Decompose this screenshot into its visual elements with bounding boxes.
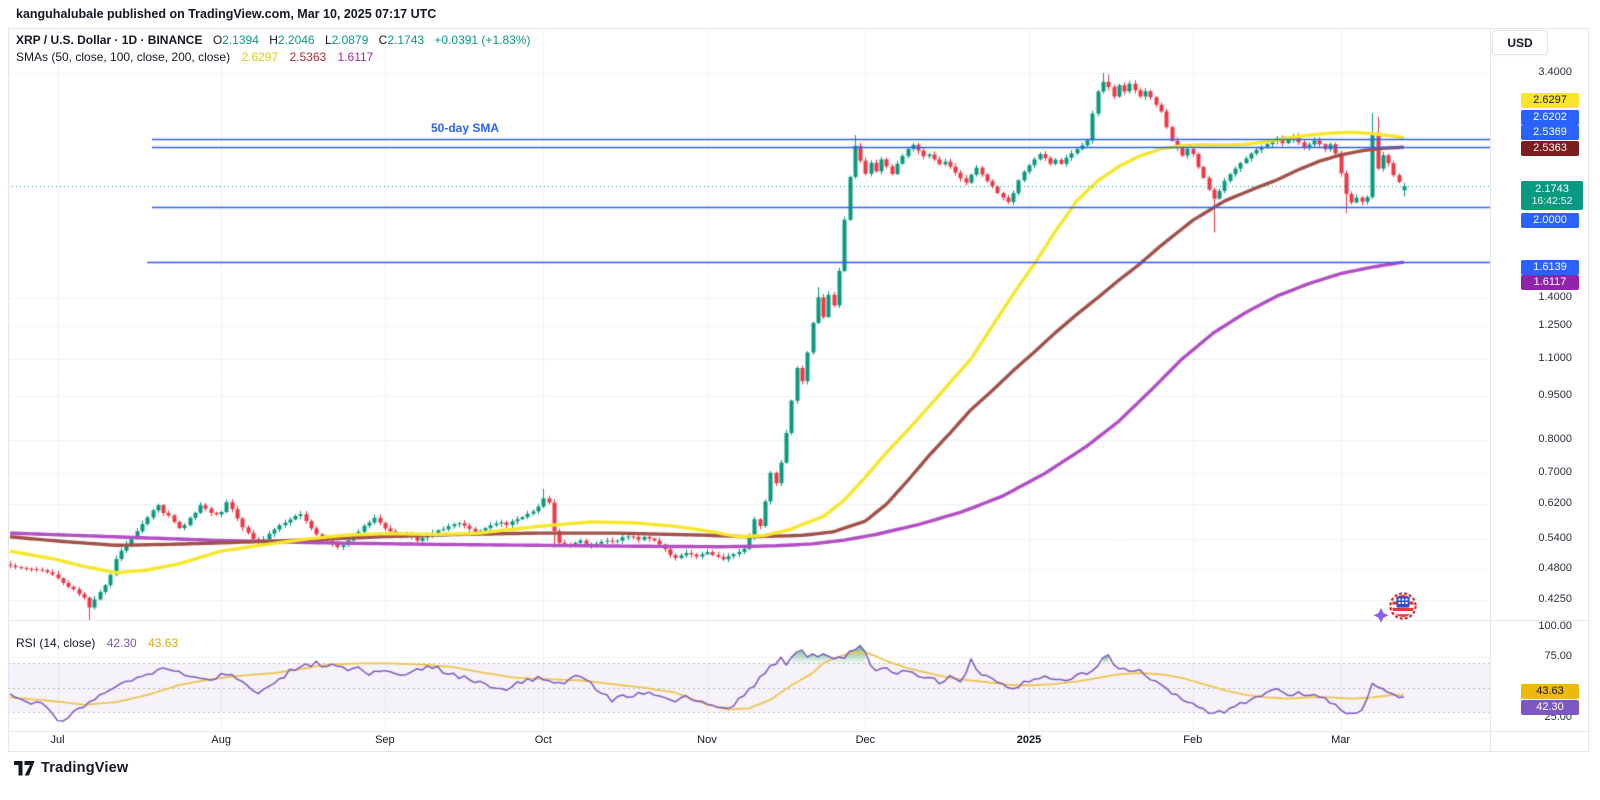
rsi-legend: RSI (14, close) 42.30 43.63	[16, 636, 178, 650]
price-tick-label: 0.8000	[1538, 432, 1572, 445]
close-key: C	[378, 33, 388, 47]
footer-bar: TradingView	[0, 752, 1600, 800]
open-value: 2.1394	[222, 33, 259, 47]
rsi-tick-label: 100.00	[1538, 620, 1572, 632]
currency-toggle-button[interactable]: USD	[1492, 30, 1548, 55]
price-tick-label: 0.5400	[1538, 532, 1572, 545]
rsi-ma-value: 43.63	[148, 636, 179, 650]
tradingview-logo[interactable]: TradingView	[14, 760, 128, 776]
price-tick-label: 1.1000	[1538, 351, 1572, 364]
price-tick-label: 0.7000	[1538, 466, 1572, 479]
flag-building-sticker	[1372, 592, 1420, 624]
tradingview-wordmark: TradingView	[41, 760, 129, 776]
high-key: H	[269, 33, 278, 47]
countdown-timer: 16:42:52	[1531, 195, 1573, 208]
time-axis-label-Dec: Dec	[855, 734, 876, 746]
sma100-value: 2.5363	[289, 50, 327, 64]
sma200-value: 1.6117	[337, 50, 374, 64]
axis-badge-42.30: 42.30	[1521, 700, 1579, 715]
change-value: +0.0391 (+1.83%)	[434, 33, 531, 47]
tradingview-logo-icon	[14, 760, 35, 775]
time-axis-divider	[8, 731, 1590, 732]
price-tick-label: 1.2500	[1538, 319, 1572, 332]
axis-badge-2.6297: 2.6297	[1521, 93, 1579, 108]
time-axis-label-Oct: Oct	[534, 734, 552, 746]
close-value: 2.1743	[387, 33, 425, 47]
symbol-title: XRP / U.S. Dollar · 1D · BINANCE	[16, 33, 203, 47]
pane-separator[interactable]	[8, 620, 1590, 621]
price-tick-label: 1.4000	[1538, 290, 1572, 303]
chart-area[interactable]: kanguhalubale published on TradingView.c…	[0, 0, 1600, 752]
low-value: 2.0879	[331, 33, 369, 47]
sma50-value: 2.6297	[241, 50, 279, 64]
axis-badge-2.0000: 2.0000	[1521, 213, 1579, 228]
price-chart-canvas[interactable]	[0, 0, 1600, 752]
sma50-line-label: 50-day SMA	[431, 121, 500, 135]
time-axis-label-Feb: Feb	[1183, 734, 1203, 746]
axis-badge-1.6139: 1.6139	[1521, 260, 1579, 275]
low-key: L	[324, 33, 332, 47]
open-key: O	[212, 33, 223, 47]
price-axis-divider	[1490, 28, 1491, 752]
axis-badge-2.5363: 2.5363	[1521, 141, 1579, 156]
sparkle-icon	[1373, 608, 1389, 623]
axis-badge-1.6117: 1.6117	[1521, 275, 1579, 290]
time-axis-label-Aug: Aug	[211, 734, 231, 746]
rsi-value: 42.30	[106, 636, 137, 650]
time-axis-label-Sep: Sep	[375, 734, 395, 746]
axis-badge-2.5369: 2.5369	[1521, 125, 1579, 140]
time-axis-label-Nov: Nov	[697, 734, 717, 746]
attribution-text: kanguhalubale published on TradingView.c…	[16, 7, 437, 21]
sma-legend-label: SMAs (50, close, 100, close, 200, close)	[16, 50, 231, 64]
axis-badge-43.63: 43.63	[1521, 684, 1579, 699]
axis-badge-2.6202: 2.6202	[1521, 110, 1579, 125]
rsi-tick-label: 75.00	[1544, 650, 1572, 663]
price-tick-label: 0.4250	[1538, 592, 1572, 605]
price-tick-label: 3.4000	[1538, 65, 1572, 78]
high-value: 2.2046	[277, 33, 315, 47]
axis-badge-2.1743: 2.1743 16:42:52	[1521, 181, 1583, 210]
flag-circle-icon	[1389, 592, 1417, 620]
time-axis-label-Mar: Mar	[1331, 734, 1351, 746]
time-axis-label-Jul: Jul	[50, 734, 65, 746]
price-tick-label: 0.4800	[1538, 561, 1572, 574]
price-tick-label: 0.6200	[1538, 497, 1572, 510]
sma-legend: SMAs (50, close, 100, close, 200, close)…	[16, 50, 373, 64]
price-tick-label: 0.9500	[1538, 388, 1572, 401]
symbol-legend: XRP / U.S. Dollar · 1D · BINANCE O2.1394…	[16, 33, 530, 47]
time-axis-label-2025: 2025	[1016, 734, 1042, 746]
rsi-legend-label: RSI (14, close)	[16, 636, 96, 650]
